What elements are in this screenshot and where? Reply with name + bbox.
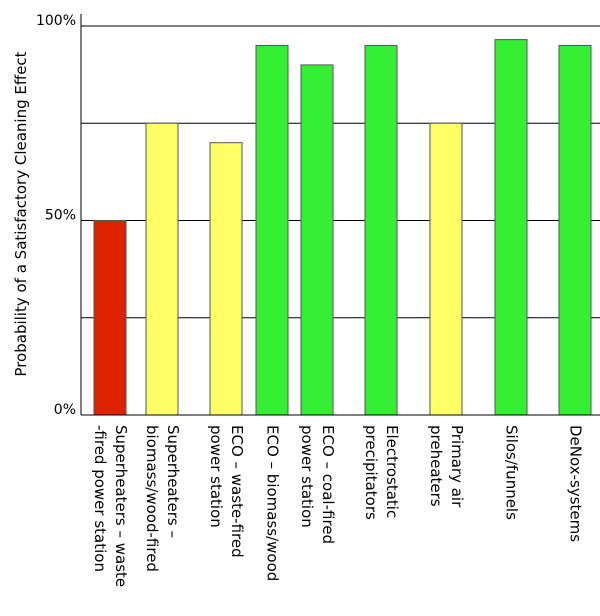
x-tick-label: power station [298,425,316,528]
x-tick-label: Superheaters – [164,425,182,538]
x-tick-label: Silos/funnels [503,425,521,520]
x-tick-label: DeNox-systems [567,425,585,542]
x-tick-label: ECO – waste-fired [228,425,246,558]
x-tick-label: Superheaters – waste [112,425,130,587]
bar [300,64,334,416]
axes [80,14,600,416]
x-tick-labels: Superheaters – waste-fired power station… [91,425,585,587]
y-axis-title: Probability of a Satisfactory Cleaning E… [12,51,30,376]
y-tick-labels: 0% 50% 100% [36,13,76,418]
x-tick-label: preheaters [427,425,445,507]
x-tick-label: Primary air [448,425,466,508]
x-tick-label: power station [207,425,225,528]
x-tick-label: precipitators [362,425,380,520]
y-tick-label: 0% [54,402,76,418]
x-tick-label: Electrostatic [383,425,401,518]
y-tick-label: 100% [36,13,76,29]
x-tick-label: ECO – biomass/wood [264,425,282,581]
bar [429,122,463,416]
bar [145,122,179,416]
bar [558,44,592,416]
bar [494,39,528,416]
bar [364,44,398,416]
bars [93,39,592,416]
bar [209,142,243,416]
x-tick-label: biomass/wood-fired [143,425,161,572]
x-tick-label: ECO – coal-fired [319,425,337,544]
x-tick-label: -fired power station [91,425,109,572]
bar [255,44,289,416]
bar [93,220,127,416]
y-tick-label: 50% [45,208,76,224]
